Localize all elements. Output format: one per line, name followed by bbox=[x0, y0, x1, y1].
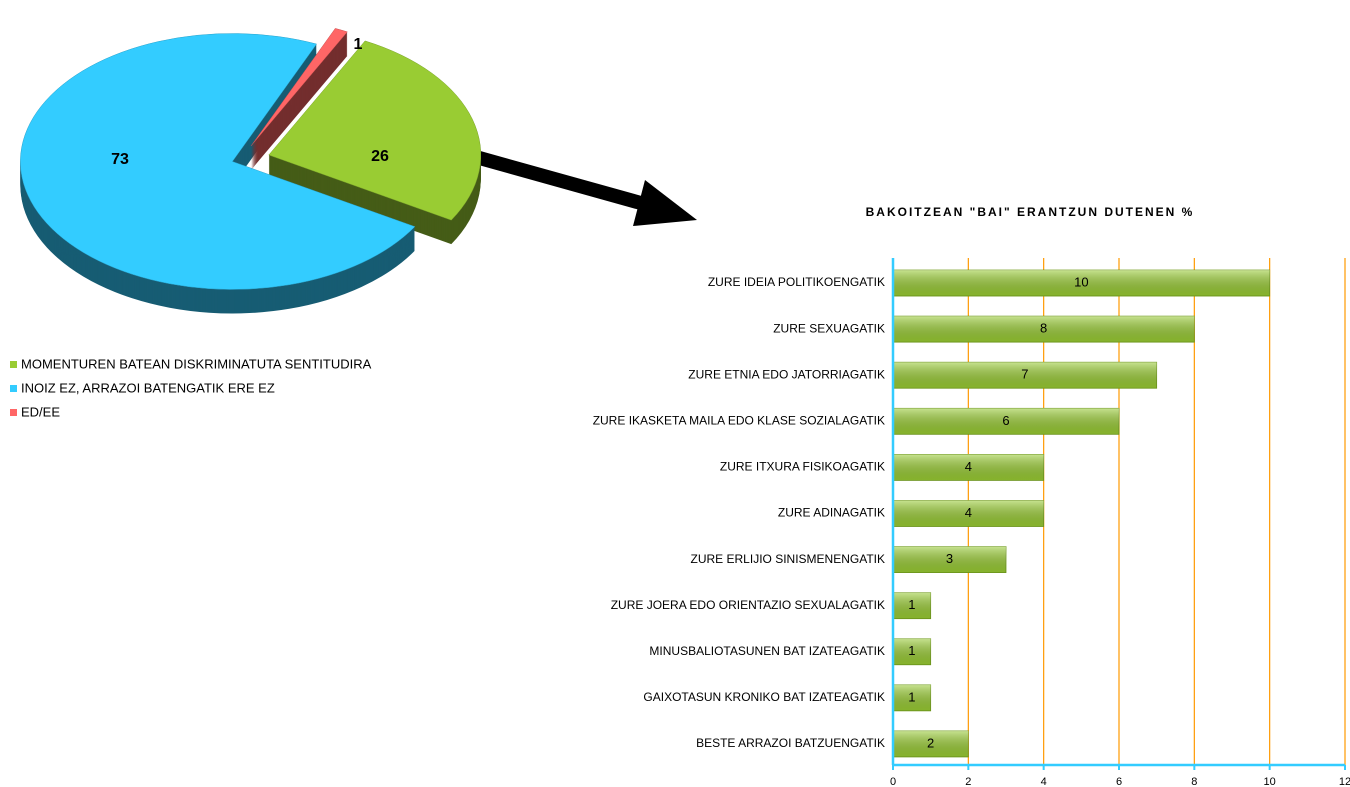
legend-label: MOMENTUREN BATEAN DISKRIMINATUTA SENTITU… bbox=[21, 356, 372, 371]
pie-slice bbox=[20, 33, 416, 290]
legend-label: INOIZ EZ, ARRAZOI BATENGATIK ERE EZ bbox=[21, 380, 275, 395]
data-label: 1 bbox=[908, 597, 915, 612]
y-tick-label: ZURE ERLIJIO SINISMENENGATIK bbox=[691, 552, 885, 566]
data-label: 6 bbox=[1002, 413, 1009, 428]
data-label: 26 bbox=[371, 148, 389, 165]
y-tick-label: BESTE ARRAZOI BATZUENGATIK bbox=[696, 736, 885, 750]
data-label: 4 bbox=[965, 459, 972, 474]
data-label: 4 bbox=[965, 505, 972, 520]
pie-slice bbox=[250, 28, 348, 147]
arrow bbox=[456, 145, 697, 226]
y-tick-label: ZURE ITXURA FISIKOAGATIK bbox=[720, 460, 885, 474]
data-label: 7 bbox=[1021, 367, 1028, 382]
y-tick-label: ZURE IDEIA POLITIKOENGATIK bbox=[708, 275, 885, 289]
bar-shine bbox=[893, 408, 1119, 435]
x-tick-label: 4 bbox=[1041, 776, 1047, 787]
chart-title: BAKOITZEAN "BAI" ERANTZUN DUTENEN % bbox=[866, 205, 1195, 219]
data-label: 2 bbox=[927, 735, 934, 750]
bar-shine bbox=[893, 362, 1157, 389]
bar-shine bbox=[893, 592, 931, 619]
bar-shine bbox=[893, 270, 1270, 297]
x-tick-label: 0 bbox=[890, 776, 896, 787]
data-label: 10 bbox=[1074, 274, 1088, 289]
y-tick-label: ZURE SEXUAGATIK bbox=[773, 321, 885, 335]
bar-shine bbox=[893, 500, 1044, 527]
y-tick-label: ZURE ADINAGATIK bbox=[778, 506, 885, 520]
x-tick-label: 12 bbox=[1339, 776, 1350, 787]
bar-shine bbox=[893, 454, 1044, 481]
pie bbox=[20, 28, 481, 314]
y-tick-label: ZURE JOERA EDO ORIENTAZIO SEXUALAGATIK bbox=[611, 598, 885, 612]
data-label: 1 bbox=[354, 36, 363, 53]
y-tick-label: ZURE ETNIA EDO JATORRIAGATIK bbox=[688, 367, 885, 381]
x-tick-label: 8 bbox=[1191, 776, 1197, 787]
bar-shine bbox=[893, 730, 969, 757]
x-tick-label: 10 bbox=[1264, 776, 1276, 787]
data-label: 8 bbox=[1040, 321, 1047, 336]
legend-label: ED/EE bbox=[21, 404, 60, 419]
y-tick-label: ZURE IKASKETA MAILA EDO KLASE SOZIALAGAT… bbox=[593, 413, 885, 427]
legend-swatch bbox=[10, 409, 17, 416]
data-label: 3 bbox=[946, 551, 953, 566]
data-label: 1 bbox=[908, 689, 915, 704]
y-tick-label: MINUSBALIOTASUNEN BAT IZATEAGATIK bbox=[649, 644, 885, 658]
legend-swatch bbox=[10, 361, 17, 368]
y-tick-label: GAIXOTASUN KRONIKO BAT IZATEAGATIK bbox=[643, 690, 885, 704]
bar-shine bbox=[893, 546, 1006, 573]
x-tick-label: 6 bbox=[1116, 776, 1122, 787]
pie-slice bbox=[268, 40, 481, 221]
bar-shine bbox=[893, 316, 1195, 343]
legend-swatch bbox=[10, 385, 17, 392]
x-tick-label: 2 bbox=[965, 776, 971, 787]
bar-shine bbox=[893, 638, 931, 665]
bar-shine bbox=[893, 684, 931, 711]
data-label: 1 bbox=[908, 643, 915, 658]
data-label: 73 bbox=[111, 151, 129, 168]
